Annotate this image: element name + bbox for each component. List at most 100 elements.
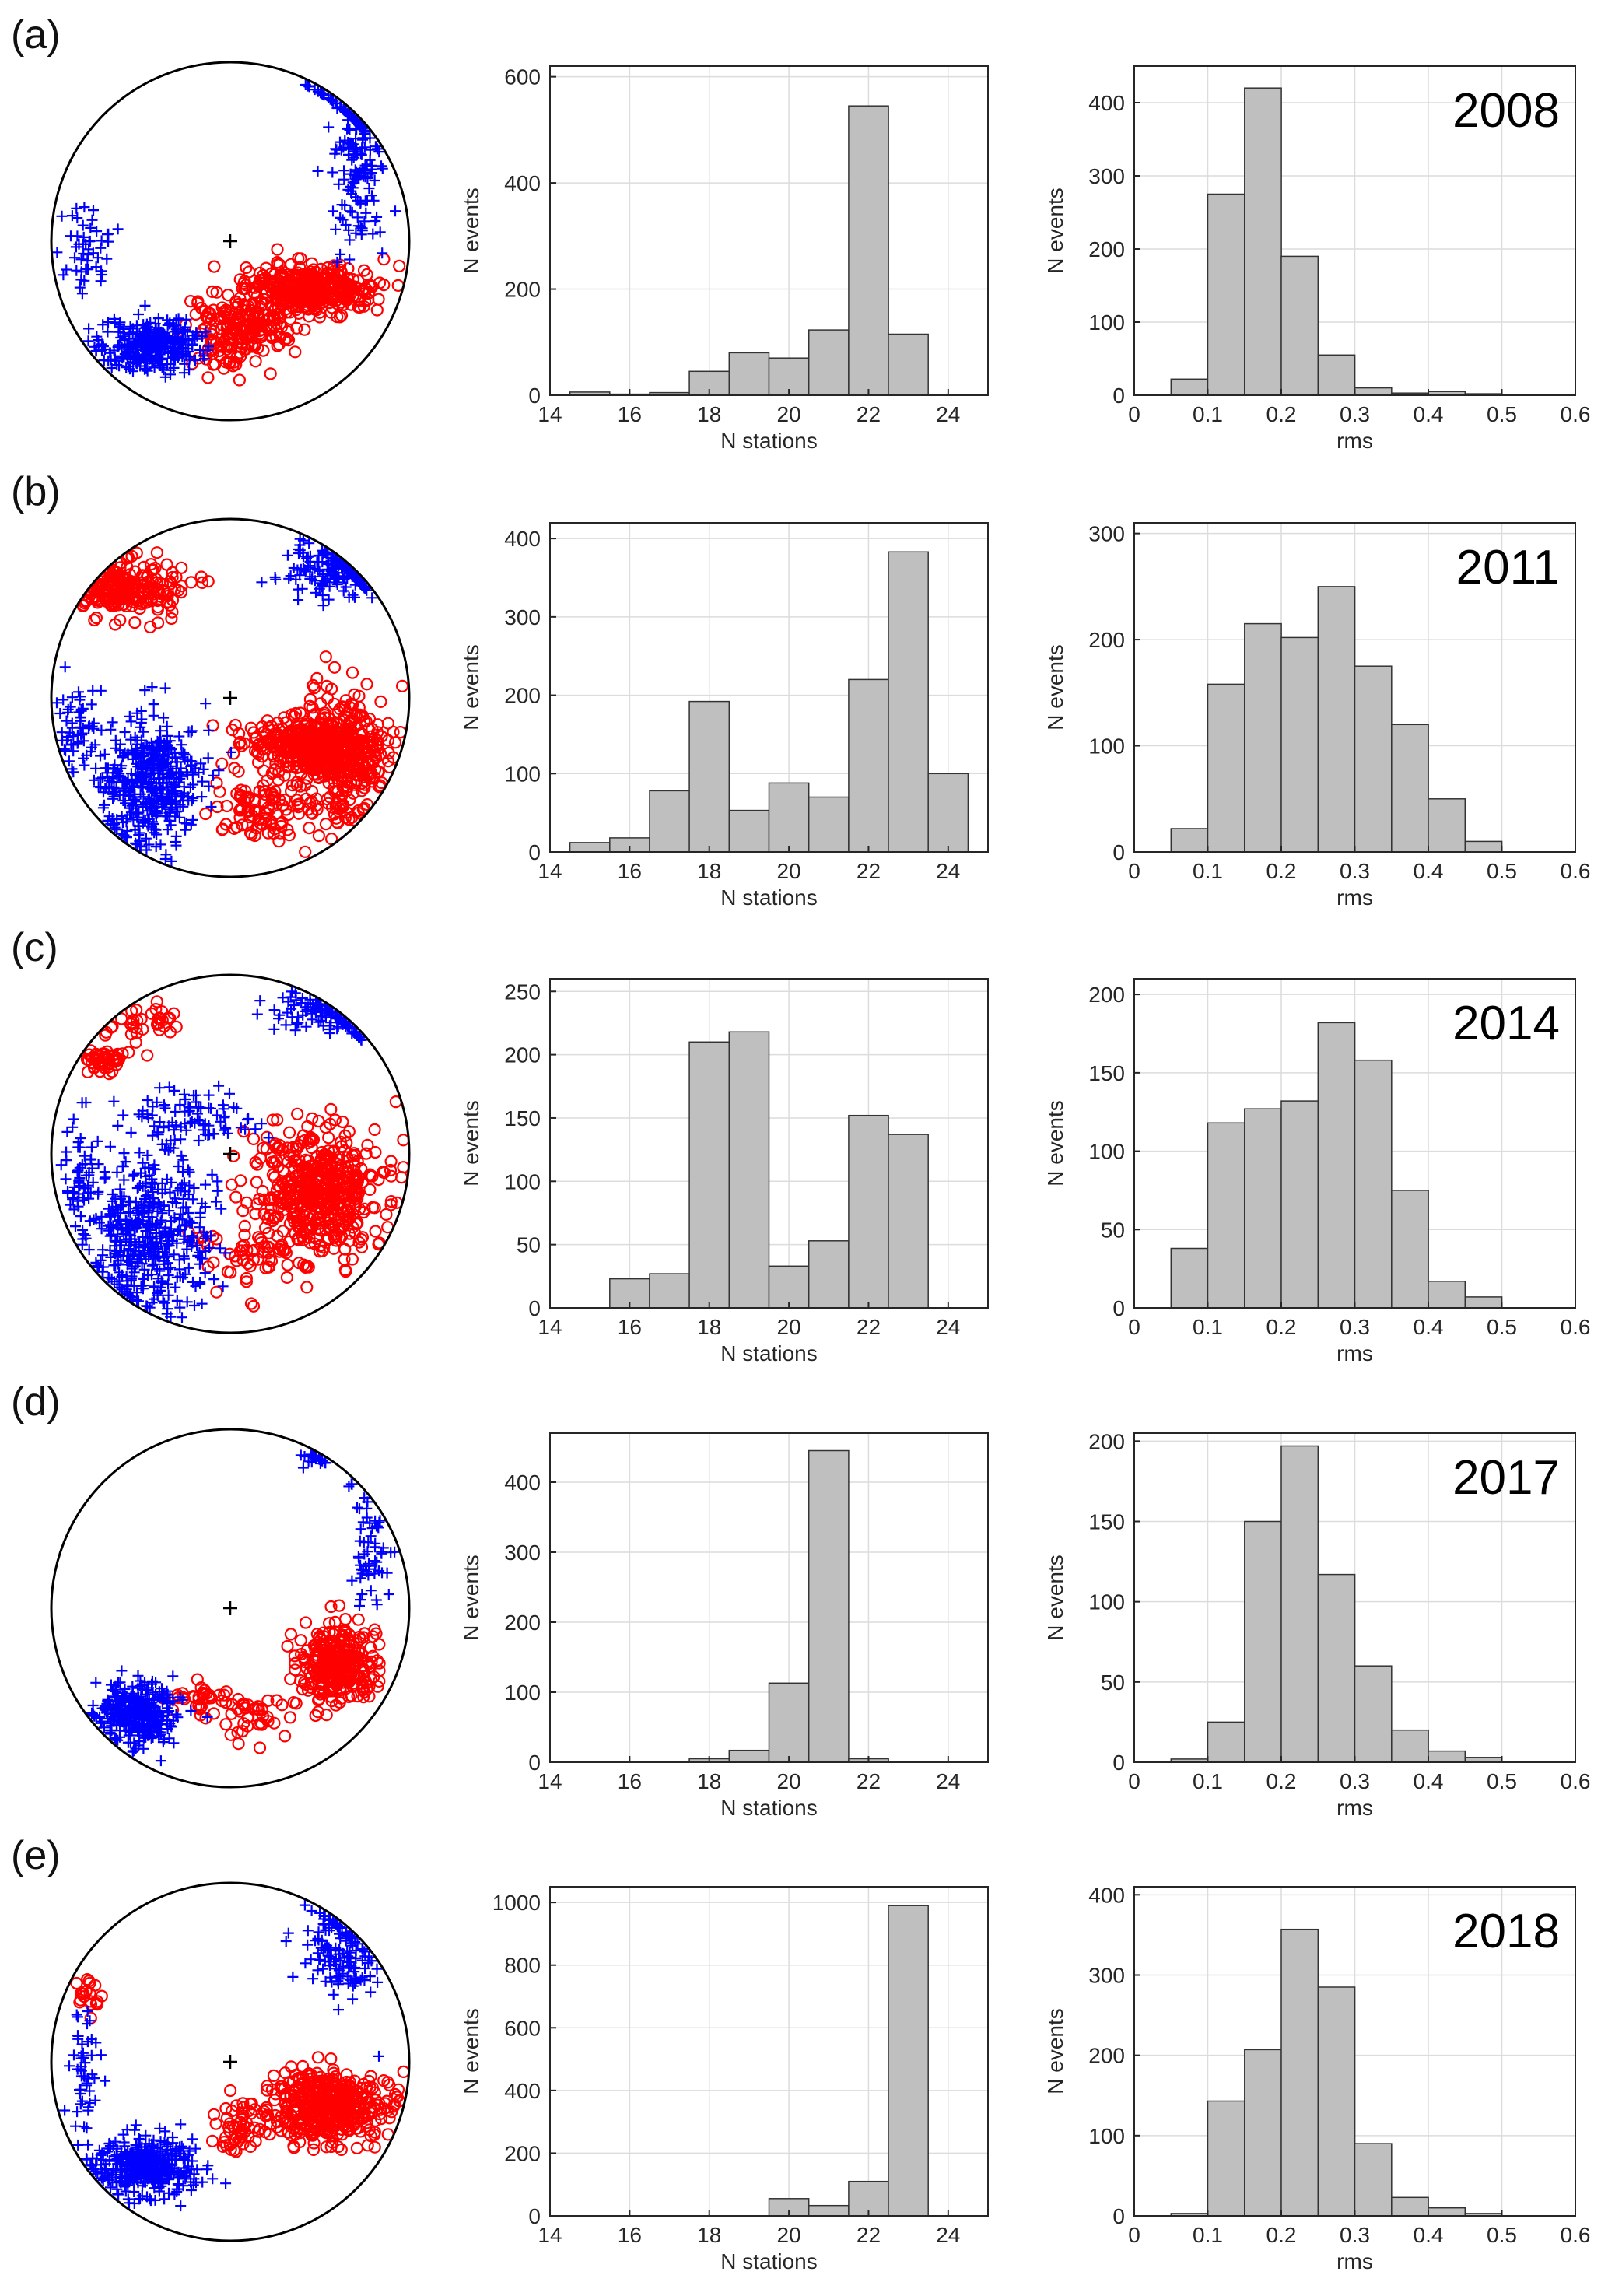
dilatation-point bbox=[114, 360, 125, 372]
histogram-bar bbox=[1317, 1022, 1356, 1309]
x-tick-label: 0.1 bbox=[1193, 1315, 1223, 1339]
compression-point bbox=[247, 1132, 261, 1146]
dilatation-point bbox=[132, 1670, 144, 1681]
dilatation-point bbox=[108, 1095, 120, 1107]
dilatation-point bbox=[164, 317, 176, 329]
dilatation-point bbox=[250, 1123, 261, 1135]
dilatation-point bbox=[198, 353, 210, 365]
x-tick-label: 18 bbox=[697, 402, 721, 426]
x-axis-label: N stations bbox=[720, 429, 818, 453]
x-tick-label: 0.5 bbox=[1487, 859, 1517, 883]
dilatation-point bbox=[167, 345, 179, 357]
dilatation-point bbox=[323, 121, 335, 133]
x-tick-label: 14 bbox=[538, 402, 562, 426]
y-tick-label: 200 bbox=[504, 1043, 541, 1067]
stereonet-center-mark bbox=[223, 1147, 237, 1161]
dilatation-point bbox=[103, 236, 114, 247]
y-tick-label: 100 bbox=[1088, 734, 1125, 759]
compression-point bbox=[217, 362, 230, 375]
dilatation-point bbox=[69, 252, 80, 264]
dilatation-point bbox=[175, 1134, 187, 1145]
y-axis-label: N events bbox=[459, 644, 483, 731]
dilatation-point bbox=[256, 1118, 268, 1130]
dilatation-point bbox=[145, 317, 156, 328]
dilatation-point bbox=[112, 223, 124, 235]
histogram-bar bbox=[1317, 586, 1356, 853]
dilatation-point bbox=[348, 152, 359, 163]
histogram-bar bbox=[848, 1114, 889, 1309]
compression-point bbox=[259, 297, 272, 311]
stereonet-2 bbox=[50, 973, 411, 1334]
dilatation-point bbox=[183, 1208, 194, 1218]
panel-label: (a) bbox=[11, 12, 61, 58]
compression-point bbox=[281, 1639, 294, 1653]
y-tick-label: 0 bbox=[528, 384, 541, 408]
compression-point bbox=[160, 596, 173, 609]
x-tick-label: 0 bbox=[1128, 402, 1140, 426]
compression-point bbox=[240, 261, 253, 275]
histogram-bar bbox=[688, 1041, 730, 1309]
histogram-bar bbox=[848, 678, 889, 853]
x-tick-label: 16 bbox=[618, 1315, 642, 1339]
dilatation-point bbox=[326, 95, 338, 107]
y-tick-label: 100 bbox=[1088, 1140, 1125, 1164]
compression-point bbox=[271, 339, 284, 352]
dilatation-point bbox=[83, 1244, 95, 1256]
dilatation-point bbox=[335, 136, 345, 148]
panel-label: (c) bbox=[11, 925, 58, 970]
compression-point bbox=[109, 618, 122, 631]
dilatation-point bbox=[335, 212, 346, 223]
y-tick-label: 200 bbox=[504, 684, 541, 708]
dilatation-point bbox=[373, 146, 385, 158]
dilatation-point bbox=[71, 202, 82, 214]
dilatation-point bbox=[51, 247, 63, 258]
dilatation-point bbox=[283, 573, 295, 584]
histogram-bar bbox=[888, 551, 929, 853]
dilatation-point bbox=[303, 81, 315, 93]
dilatation-point bbox=[114, 319, 125, 331]
dilatation-point bbox=[59, 661, 71, 673]
dilatation-point bbox=[111, 1166, 123, 1178]
dilatation-point bbox=[199, 1267, 211, 1279]
compression-point bbox=[321, 261, 335, 275]
compression-point bbox=[329, 288, 342, 301]
dilatation-point bbox=[106, 363, 117, 373]
histogram-bar bbox=[1207, 193, 1245, 396]
dilatation-point bbox=[340, 219, 352, 230]
compression-point bbox=[160, 558, 173, 571]
y-tick-label: 0 bbox=[1112, 840, 1125, 864]
dilatation-point bbox=[152, 345, 163, 356]
dilatation-point bbox=[224, 1088, 235, 1099]
dilatation-point bbox=[71, 265, 82, 276]
compression-point bbox=[395, 679, 409, 692]
dilatation-point bbox=[174, 1099, 186, 1110]
dilatation-point bbox=[317, 89, 329, 100]
axes-frame bbox=[549, 65, 989, 396]
dilatation-point bbox=[331, 144, 342, 156]
compression-point bbox=[319, 650, 332, 664]
dilatation-point bbox=[343, 224, 355, 236]
compression-point bbox=[272, 835, 286, 848]
histogram-bar bbox=[1428, 798, 1466, 853]
compression-point bbox=[335, 275, 349, 289]
dilatation-point bbox=[128, 1169, 140, 1180]
x-tick-label: 0.5 bbox=[1487, 402, 1517, 426]
compression-point bbox=[98, 571, 111, 585]
histogram-bar bbox=[649, 1273, 690, 1309]
compression-point bbox=[272, 301, 285, 314]
compression-point bbox=[279, 1730, 292, 1743]
histogram-bar bbox=[728, 1031, 770, 1309]
dilatation-point bbox=[289, 1025, 301, 1036]
stereonet-center-mark bbox=[223, 691, 237, 705]
x-axis-label: rms bbox=[1336, 1341, 1373, 1365]
compression-point bbox=[284, 1628, 297, 1641]
x-tick-label: 18 bbox=[697, 859, 721, 883]
dilatation-point bbox=[117, 1109, 129, 1121]
compression-point bbox=[233, 346, 247, 359]
compression-point bbox=[300, 1281, 314, 1294]
compression-point bbox=[210, 1285, 223, 1299]
compression-point bbox=[322, 1131, 335, 1144]
dilatation-point bbox=[164, 1187, 176, 1198]
